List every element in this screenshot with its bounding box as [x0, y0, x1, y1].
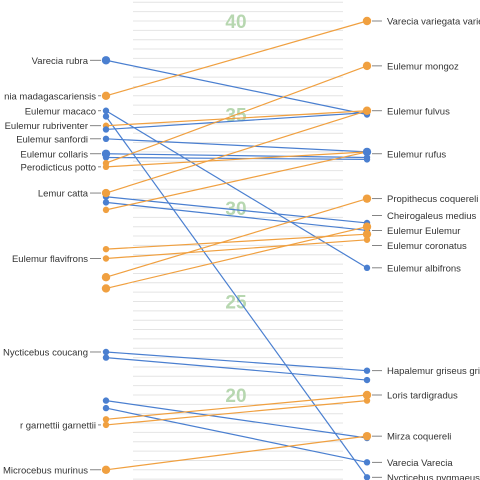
series-point: [102, 163, 110, 171]
series-line: [105, 153, 368, 159]
series-point: [101, 284, 111, 293]
category-labels: Varecia rubra Eulemur rubriventer Eulemur …: [3, 17, 480, 480]
series-line: [105, 110, 368, 127]
left-category-label: Varecia rubra: [32, 56, 89, 67]
left-category-label: nia madagascariensis: [4, 91, 96, 102]
left-category-label: r garnettii garnettii: [20, 420, 96, 431]
y-tick-label: 25: [225, 293, 247, 314]
series-point: [102, 354, 110, 361]
series-point: [101, 149, 111, 158]
left-category-label: Perodicticus potto: [20, 162, 96, 173]
series-point: [362, 390, 372, 400]
series-point: [362, 16, 372, 26]
y-tick-label: 40: [225, 12, 246, 33]
series-point: [363, 474, 371, 480]
series-line: [105, 226, 368, 289]
left-category-label: Eulemur collaris: [20, 149, 88, 160]
series-point: [363, 459, 371, 466]
series-line: [105, 239, 368, 260]
series-point: [363, 236, 371, 243]
left-category-label: Microcebus murinus: [3, 465, 88, 476]
gridlines: [133, 1, 343, 480]
series-point: [362, 194, 372, 203]
series-line: [105, 351, 368, 372]
series-line: [105, 65, 368, 164]
series-point: [363, 376, 371, 384]
series-point: [362, 106, 372, 115]
right-category-label: Loris tardigradus: [387, 391, 458, 402]
series-line: [105, 407, 368, 463]
series-lines: [105, 20, 368, 478]
right-category-label: Eulemur rufus: [387, 149, 446, 160]
series-line: [105, 112, 368, 131]
series-line: [105, 151, 368, 168]
right-category-label: Cheirogaleus medius: [387, 211, 476, 222]
series-line: [105, 59, 368, 116]
series-line: [105, 400, 368, 439]
series-point: [102, 206, 110, 214]
right-category-label: Eulemur coronatus: [387, 241, 467, 252]
series-line: [105, 196, 368, 224]
series-line: [105, 198, 368, 278]
right-category-label: Hapalemur griseus griseus: [387, 366, 480, 377]
series-line: [105, 156, 368, 160]
series-line: [105, 400, 368, 426]
series-point: [102, 245, 110, 253]
series-point: [362, 147, 372, 157]
series-point: [102, 416, 110, 423]
series-point: [363, 156, 371, 163]
series-line: [105, 110, 368, 269]
left-category-label: Eulemur macaco: [25, 106, 96, 117]
left-category-label: Eulemur rubriventer: [5, 121, 88, 132]
series-point: [102, 113, 110, 120]
series-line: [105, 201, 368, 232]
series-point: [363, 264, 371, 272]
series-line: [105, 110, 368, 194]
left-category-label: Nycticebus coucang: [3, 347, 88, 358]
y-tick-label: 35: [225, 106, 247, 127]
series-point: [102, 397, 110, 404]
right-category-label: Eulemur albifrons: [387, 263, 461, 274]
left-category-label: Eulemur flavifrons: [12, 254, 88, 265]
series-line: [105, 394, 368, 420]
series-point: [102, 126, 110, 133]
series-point: [363, 397, 371, 404]
right-category-label: Varecia variegata variegata: [387, 17, 480, 28]
series-point: [362, 61, 372, 71]
right-category-label: Mirza coquereli: [387, 432, 451, 443]
series-point: [102, 404, 110, 412]
series-point: [362, 222, 372, 231]
series-point: [363, 367, 371, 374]
series-line: [105, 116, 368, 478]
series-point: [101, 465, 111, 474]
right-category-label: Propithecus coquereli: [387, 194, 478, 205]
left-category-label: Lemur catta: [38, 189, 89, 200]
series-point: [102, 421, 110, 429]
series-point: [101, 188, 111, 198]
series-point: [102, 135, 110, 143]
series-points: [101, 16, 372, 480]
series-point: [102, 199, 110, 206]
series-point: [102, 107, 110, 114]
series-point: [362, 229, 372, 239]
right-category-label: Nycticebus pygmaeus: [387, 473, 480, 480]
right-category-label: Eulemur Eulemur: [387, 226, 460, 237]
series-line: [105, 20, 368, 97]
series-point: [101, 56, 111, 65]
right-category-label: Eulemur fulvus: [387, 106, 450, 117]
series-line: [105, 151, 368, 211]
series-line: [105, 138, 368, 153]
series-point: [101, 91, 111, 101]
series-line: [105, 357, 368, 381]
series-point: [102, 255, 110, 262]
right-category-label: Varecia Varecia: [387, 458, 453, 469]
series-point: [101, 272, 111, 282]
series-line: [105, 435, 368, 471]
series-point: [362, 431, 372, 441]
right-category-label: Eulemur mongoz: [387, 61, 459, 72]
left-category-label: Eulemur sanfordi: [16, 134, 88, 145]
series-point: [102, 348, 110, 356]
y-tick-label: 20: [225, 386, 246, 407]
